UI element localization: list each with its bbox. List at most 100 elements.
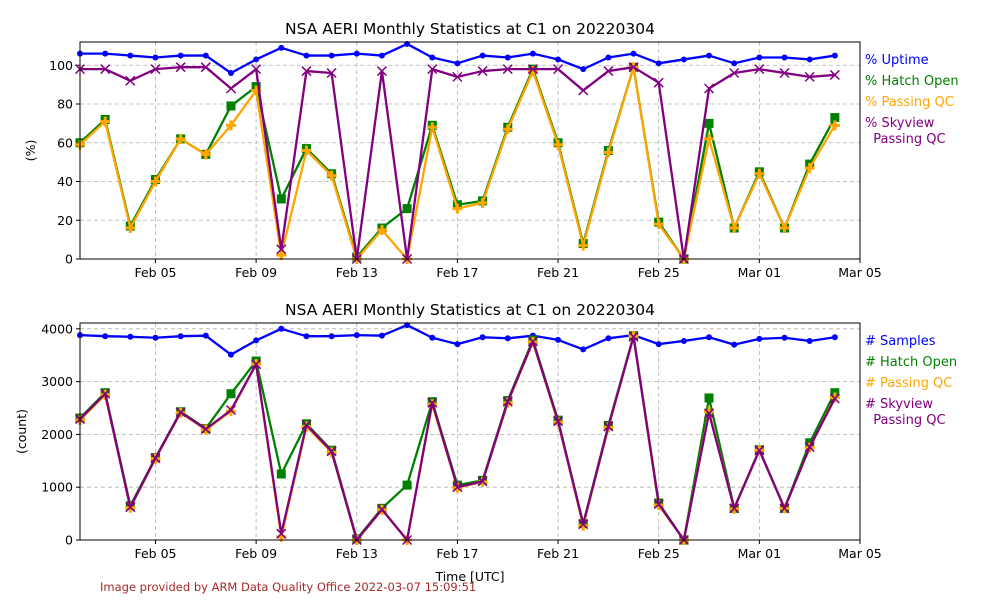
data-point — [125, 223, 136, 233]
data-point — [452, 482, 463, 493]
data-point — [477, 66, 488, 77]
data-point — [779, 223, 790, 233]
data-point — [226, 101, 236, 111]
y-tick-label: 60 — [57, 135, 73, 150]
data-point — [150, 176, 161, 187]
x-tick-label: Mar 01 — [738, 265, 781, 280]
data-point — [653, 77, 664, 88]
data-point — [326, 67, 337, 79]
data-point — [553, 416, 564, 427]
data-point — [127, 52, 134, 59]
y-tick-label: 20 — [57, 213, 73, 228]
y-tick-label: 40 — [57, 174, 73, 189]
data-point — [301, 419, 312, 430]
data-point — [706, 334, 713, 341]
data-point — [102, 50, 109, 57]
data-point — [427, 122, 438, 133]
data-point — [605, 335, 612, 342]
data-point — [479, 334, 486, 341]
data-point — [731, 60, 738, 67]
legend-entry: % Skyview Passing QC — [865, 116, 946, 147]
data-point — [580, 66, 587, 73]
data-point — [655, 341, 662, 348]
data-point — [276, 244, 287, 255]
x-tick-label: Feb 13 — [336, 546, 378, 561]
data-point — [653, 499, 664, 510]
data-point — [729, 223, 740, 233]
data-point — [477, 197, 488, 208]
data-point — [704, 393, 714, 403]
data-point — [200, 62, 211, 73]
data-point — [603, 147, 614, 158]
data-point — [479, 52, 486, 59]
data-point — [729, 67, 740, 79]
legend-entry: # Samples — [865, 334, 936, 349]
data-point — [829, 69, 840, 80]
data-point — [527, 64, 538, 75]
data-point — [427, 397, 438, 408]
data-point — [603, 66, 614, 77]
x-tick-label: Feb 21 — [537, 265, 579, 280]
axes-frame — [79, 41, 861, 260]
data-point — [200, 424, 211, 435]
chart-title: NSA AERI Monthly Statistics at C1 on 202… — [285, 20, 655, 38]
data-point — [502, 64, 513, 75]
data-point — [402, 204, 412, 214]
data-point — [704, 133, 715, 144]
chart-2: Feb 05 Feb 09 Feb 13 Feb 17 Feb 21 Feb 25 Mar … — [14, 301, 957, 584]
data-point — [502, 396, 513, 407]
data-point — [278, 44, 285, 51]
data-point — [454, 60, 461, 67]
legend-entry: % Uptime — [865, 53, 929, 68]
data-point — [704, 118, 714, 128]
legend-text-line: # Skyview — [865, 397, 933, 412]
data-point — [603, 421, 614, 432]
data-point — [225, 83, 236, 94]
data-point — [303, 52, 310, 59]
x-tick-label: Feb 05 — [134, 546, 176, 561]
data-point — [200, 149, 211, 160]
data-point — [353, 50, 360, 57]
data-point — [429, 334, 436, 341]
data-point — [427, 64, 438, 75]
data-point — [452, 203, 463, 214]
data-point — [831, 52, 838, 59]
data-point — [706, 52, 713, 59]
data-point — [278, 325, 285, 332]
y-tick-label: 80 — [57, 97, 73, 112]
data-point — [301, 145, 312, 156]
series-dot — [77, 40, 838, 76]
data-point — [578, 240, 589, 251]
data-point — [328, 52, 335, 59]
data-point — [150, 64, 161, 75]
data-point — [781, 54, 788, 61]
data-point — [504, 335, 511, 342]
series-x — [74, 331, 840, 546]
data-point — [175, 133, 186, 144]
data-point — [177, 52, 184, 59]
legend-text-line: % Uptime — [865, 53, 929, 68]
data-point — [125, 502, 136, 513]
legend-entry: # Passing QC — [865, 376, 952, 391]
data-point — [580, 346, 587, 353]
data-point — [578, 85, 589, 96]
data-point — [529, 50, 536, 57]
data-point — [202, 52, 209, 59]
y-tick-label: 1000 — [41, 480, 73, 495]
y-tick-label: 3000 — [41, 374, 73, 389]
data-point — [829, 393, 840, 404]
data-point — [202, 332, 209, 339]
data-point — [704, 83, 715, 94]
data-point — [251, 359, 262, 370]
x-tick-label: Feb 09 — [235, 265, 277, 280]
legend-text-line: Passing QC — [865, 132, 946, 147]
y-axis-label: (count) — [14, 409, 29, 454]
data-point — [326, 446, 337, 457]
data-point — [175, 407, 186, 418]
legend-entry: % Passing QC — [865, 95, 954, 110]
legend-text-line: # Hatch Open — [865, 355, 957, 370]
x-tick-label: Feb 17 — [436, 546, 478, 561]
series-dot — [77, 322, 838, 358]
